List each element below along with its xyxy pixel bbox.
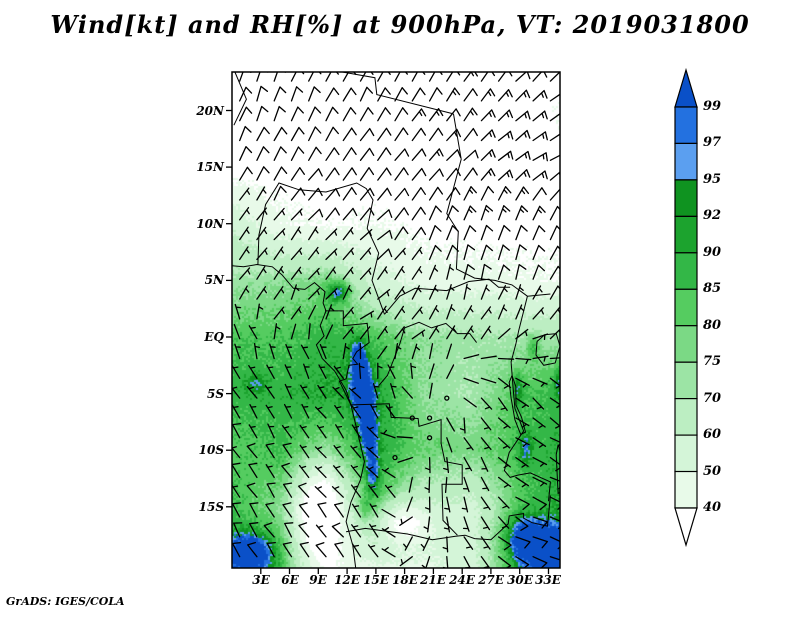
colorbar-label: 92 xyxy=(703,208,722,223)
colorbar-segment xyxy=(674,252,698,290)
lake-victoria xyxy=(535,333,560,366)
lon-tick-label: 33E xyxy=(535,573,561,587)
colorbar-label: 50 xyxy=(703,464,722,479)
lat-tick-label: 5S xyxy=(206,387,224,401)
border-east-rift xyxy=(503,296,551,502)
plot-frame xyxy=(231,71,561,569)
colorbar-label: 70 xyxy=(703,391,722,406)
colorbar-label: 60 xyxy=(703,427,722,442)
colorbar-segment xyxy=(674,361,698,400)
colorbar-label: 85 xyxy=(703,281,722,296)
lon-tick-label: 18E xyxy=(392,573,418,587)
river-congo-border xyxy=(378,321,477,387)
axis-ticks xyxy=(226,109,550,574)
border-chad-sudan-car xyxy=(446,113,551,297)
colorbar-segment xyxy=(674,434,698,473)
chart-title: Wind[kt] and RH[%] at 900hPa, VT: 201903… xyxy=(50,10,750,39)
border-congo-gabon xyxy=(325,310,370,406)
lake-tanganyika xyxy=(508,375,527,436)
colorbar-segment xyxy=(674,325,698,363)
colorbar-segment xyxy=(674,470,698,509)
lat-tick-label: 10S xyxy=(198,443,224,457)
colorbar-segment xyxy=(674,288,698,327)
lon-tick-label: 9E xyxy=(309,573,327,587)
lon-tick-label: 3E xyxy=(252,573,270,587)
colorbar-segment xyxy=(674,179,698,217)
grads-credit: GrADS: IGES/COLA xyxy=(6,595,125,608)
lat-tick-label: 10N xyxy=(196,217,224,231)
border-zambia-zimbabwe xyxy=(346,495,551,541)
colorbar-label: 40 xyxy=(703,500,722,515)
colorbar-label: 90 xyxy=(703,245,722,260)
lat-tick-label: 5N xyxy=(204,273,224,287)
colorbar-segment xyxy=(674,215,698,254)
colorbar-segment xyxy=(674,398,698,436)
colorbar-label: 75 xyxy=(703,354,722,369)
colorbar-label: 97 xyxy=(703,135,722,150)
colorbar-segment xyxy=(674,142,698,181)
colorbar-label: 99 xyxy=(703,99,722,114)
colorbar-label: 80 xyxy=(703,318,722,333)
border-niger-nigeria-cameroon xyxy=(257,182,385,315)
colorbar xyxy=(674,67,698,548)
lake-malawi xyxy=(555,444,560,495)
border-sahara-diagonal xyxy=(342,72,454,115)
lat-tick-label: 15S xyxy=(198,500,224,514)
colorbar-segment xyxy=(674,106,698,145)
border-drc-angola-zambia xyxy=(350,403,463,536)
lon-tick-label: 24E xyxy=(449,573,475,587)
country-borders xyxy=(232,72,560,568)
lat-tick-label: 15N xyxy=(196,160,224,174)
lon-tick-label: 6E xyxy=(281,573,299,587)
colorbar-label: 95 xyxy=(703,172,722,187)
border-mali-top-left xyxy=(233,72,247,126)
coastline-west-africa xyxy=(232,263,365,568)
wind-barbs xyxy=(232,72,560,568)
lon-tick-label: 12E xyxy=(334,573,360,587)
lon-tick-label: 27E xyxy=(478,573,504,587)
colorbar-bottom-arrow xyxy=(674,507,698,548)
lon-tick-label: 15E xyxy=(363,573,389,587)
colorbar-top-arrow xyxy=(674,67,698,108)
lat-tick-label: 20N xyxy=(196,104,224,118)
lon-tick-label: 21E xyxy=(420,573,446,587)
border-car-drc xyxy=(384,278,511,315)
lon-tick-label: 30E xyxy=(507,573,533,587)
lat-tick-label: EQ xyxy=(204,330,224,344)
